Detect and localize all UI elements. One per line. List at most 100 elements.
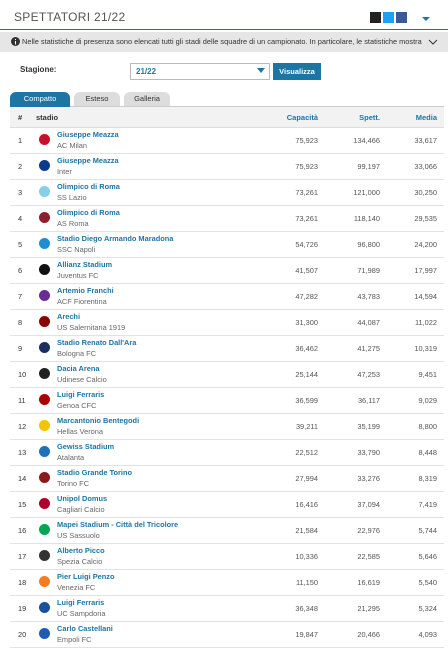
capacity: 47,282: [295, 292, 318, 301]
stadium-name[interactable]: Alberto Picco: [57, 546, 105, 555]
club-name[interactable]: SSC Napoli: [57, 245, 96, 254]
capacity: 19,847: [295, 630, 318, 639]
average: 4,093: [418, 630, 438, 639]
info-text: Nelle statistiche di presenza sono elenc…: [22, 37, 422, 46]
club-name[interactable]: AC Milan: [57, 141, 87, 150]
club-name[interactable]: Genoa CFC: [57, 401, 97, 410]
capacity: 73,261: [295, 214, 318, 223]
stadium-name[interactable]: Stadio Renato Dall'Ara: [57, 338, 137, 347]
average: 8,800: [418, 422, 438, 431]
spectators: 71,989: [357, 266, 380, 275]
stadium-name[interactable]: Pier Luigi Penzo: [57, 572, 115, 581]
stadium-name[interactable]: Dacia Arena: [57, 364, 100, 373]
tab[interactable]: Galleria: [124, 92, 170, 106]
capacity: 75,923: [295, 162, 318, 171]
tab[interactable]: Esteso: [74, 92, 120, 106]
stadium-name[interactable]: Mapei Stadium - Città del Tricolore: [57, 520, 179, 529]
stadium-name[interactable]: Giuseppe Meazza: [57, 156, 119, 165]
capacity: 41,507: [295, 266, 318, 275]
club-name[interactable]: Spezia Calcio: [57, 557, 103, 566]
table-row: [10, 387, 444, 414]
rank: 11: [18, 396, 26, 405]
rank: 16: [18, 526, 27, 535]
club-name[interactable]: Juventus FC: [57, 271, 99, 280]
stadium-name[interactable]: Giuseppe Meazza: [57, 130, 119, 139]
spectators: 16,619: [357, 578, 380, 587]
spectators: 22,585: [357, 552, 380, 561]
club-name[interactable]: Atalanta: [57, 453, 85, 462]
stadium-name[interactable]: Luigi Ferraris: [57, 598, 105, 607]
club-name[interactable]: Cagliari Calcio: [57, 505, 105, 514]
stadium-name[interactable]: Allianz Stadium: [57, 260, 113, 269]
club-logo: [39, 212, 50, 223]
club-name[interactable]: Bologna FC: [57, 349, 97, 358]
table-row: [10, 309, 444, 336]
column-header[interactable]: Capacità: [286, 113, 318, 122]
stadium-name[interactable]: Artemio Franchi: [57, 286, 114, 295]
club-name[interactable]: Hellas Verona: [57, 427, 104, 436]
season-value[interactable]: 21/22: [136, 67, 157, 76]
rank: 14: [18, 474, 27, 483]
club-name[interactable]: Udinese Calcio: [57, 375, 107, 384]
rank: 1: [18, 136, 23, 145]
spectators: 35,199: [357, 422, 380, 431]
club-name[interactable]: AS Roma: [57, 219, 89, 228]
table-row: [10, 153, 444, 180]
club-name[interactable]: Torino FC: [57, 479, 90, 488]
table-row: [10, 231, 444, 258]
club-logo: [39, 524, 50, 535]
stadium-name[interactable]: Stadio Grande Torino: [57, 468, 133, 477]
capacity: 36,348: [295, 604, 318, 613]
average: 11,022: [414, 318, 437, 327]
club-logo: [39, 550, 50, 561]
tab[interactable]: Compatto: [10, 92, 70, 107]
rank: 8: [18, 318, 23, 327]
capacity: 27,994: [295, 474, 318, 483]
average: 14,594: [414, 292, 437, 301]
club-logo: [39, 498, 50, 509]
stadium-name[interactable]: Unipol Domus: [57, 494, 108, 503]
club-name[interactable]: Venezia FC: [57, 583, 96, 592]
club-logo: [39, 628, 50, 639]
stadium-name[interactable]: Gewiss Stadium: [57, 442, 115, 451]
club-name[interactable]: ACF Fiorentina: [57, 297, 107, 306]
spectators: 37,094: [357, 500, 380, 509]
spectators: 118,140: [353, 214, 380, 223]
column-header: #: [18, 113, 23, 122]
table-row: [10, 439, 444, 466]
club-name[interactable]: Inter: [57, 167, 72, 176]
stadium-name[interactable]: Carlo Castellani: [57, 624, 113, 633]
stadium-name[interactable]: Olimpico di Roma: [57, 208, 120, 217]
show-button[interactable]: Visualizza: [273, 63, 321, 80]
average: 24,200: [414, 240, 437, 249]
stadium-name[interactable]: Marcantonio Bentegodi: [57, 416, 140, 425]
club-name[interactable]: SS Lazio: [57, 193, 87, 202]
stadium-name[interactable]: Arechi: [57, 312, 81, 321]
club-name[interactable]: UC Sampdoria: [57, 609, 106, 618]
rank: 9: [18, 344, 23, 353]
expand-icon[interactable]: [428, 38, 438, 46]
rank: 13: [18, 448, 27, 457]
spectators: 20,466: [357, 630, 380, 639]
spectators: 121,000: [353, 188, 380, 197]
capacity: 39,211: [295, 422, 318, 431]
column-header[interactable]: Media: [415, 113, 437, 122]
club-logo: [39, 186, 50, 197]
table-row: [10, 361, 444, 388]
stadium-name[interactable]: Olimpico di Roma: [57, 182, 120, 191]
spectators: 22,976: [357, 526, 380, 535]
stadium-name[interactable]: Luigi Ferraris: [57, 390, 105, 399]
club-name[interactable]: US Sassuolo: [57, 531, 100, 540]
column-header[interactable]: Spett.: [359, 113, 380, 122]
rank: 4: [18, 214, 23, 223]
average: 29,535: [414, 214, 437, 223]
average: 8,319: [418, 474, 438, 483]
rank: 20: [18, 630, 27, 639]
average: 5,540: [418, 578, 438, 587]
club-logo: [39, 238, 50, 249]
average: 33,066: [414, 162, 437, 171]
stadium-name[interactable]: Stadio Diego Armando Maradona: [57, 234, 174, 243]
season-select[interactable]: [130, 63, 270, 80]
club-name[interactable]: US Salernitana 1919: [57, 323, 126, 332]
